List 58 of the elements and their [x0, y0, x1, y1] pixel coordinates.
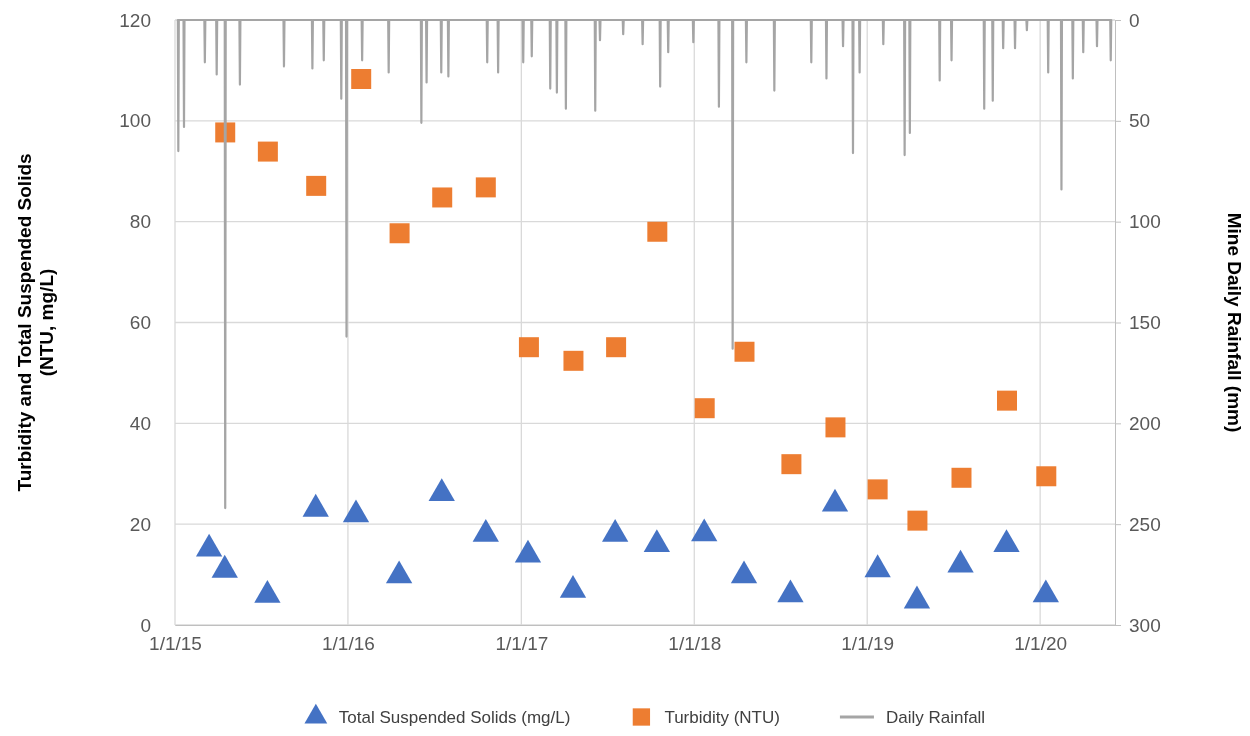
point [1032, 579, 1059, 603]
x-tick-label: 1/1/17 [495, 633, 549, 655]
point [351, 68, 372, 89]
y2-tick-label: 0 [1129, 9, 1140, 31]
point [601, 519, 629, 542]
point [257, 141, 278, 162]
point [734, 341, 755, 362]
point [993, 529, 1020, 552]
point [691, 518, 718, 542]
y-tick-label: 100 [119, 110, 151, 132]
legend-label: Turbidity (NTU) [664, 708, 780, 727]
point [996, 390, 1017, 411]
point [563, 350, 584, 371]
point [475, 177, 496, 198]
point [195, 533, 223, 557]
point [643, 529, 671, 552]
point [947, 549, 974, 573]
x-tick-label: 1/1/19 [841, 633, 895, 655]
y2-tick-label: 100 [1129, 211, 1161, 233]
point [559, 575, 587, 598]
point [342, 499, 370, 523]
y-tick-label: 80 [129, 211, 151, 233]
point [254, 580, 281, 603]
point [730, 560, 758, 584]
x-tick-label: 1/1/20 [1014, 633, 1068, 655]
y2-tick-label: 200 [1129, 412, 1161, 434]
point [514, 539, 542, 563]
y2-tick-label: 250 [1129, 513, 1161, 535]
point [306, 175, 327, 196]
y-tick-label: 40 [129, 412, 151, 434]
y2-tick-label: 300 [1129, 614, 1161, 636]
point [647, 221, 668, 242]
x-tick-label: 1/1/15 [149, 633, 202, 655]
y-tick-label: 60 [129, 312, 151, 334]
point [777, 579, 804, 603]
point [864, 554, 891, 578]
y-tick-label: 20 [129, 513, 151, 535]
y-tick-label: 0 [140, 614, 151, 636]
point [518, 337, 539, 358]
point [903, 585, 931, 609]
point [389, 223, 410, 244]
y-axis-title: Turbidity and Total Suspended Solids (NTU, mg/L) [13, 153, 58, 492]
legend-label: Daily Rainfall [885, 708, 986, 727]
point [211, 554, 238, 578]
point [821, 488, 849, 512]
y2-tick-label: 150 [1129, 312, 1161, 334]
point [385, 560, 413, 584]
y2-axis-title: Mine Daily Rainfall (mm) [1224, 212, 1245, 433]
x-tick-label: 1/1/16 [322, 633, 375, 655]
y-tick-label: 120 [119, 9, 151, 31]
legend-label: Total Suspended Solids (mg/L) [338, 708, 571, 727]
point [432, 187, 453, 208]
y2-tick-label: 50 [1129, 110, 1151, 132]
point [302, 493, 329, 517]
point [428, 478, 455, 502]
x-tick-label: 1/1/18 [668, 633, 722, 655]
point [606, 337, 627, 358]
point [472, 519, 499, 542]
